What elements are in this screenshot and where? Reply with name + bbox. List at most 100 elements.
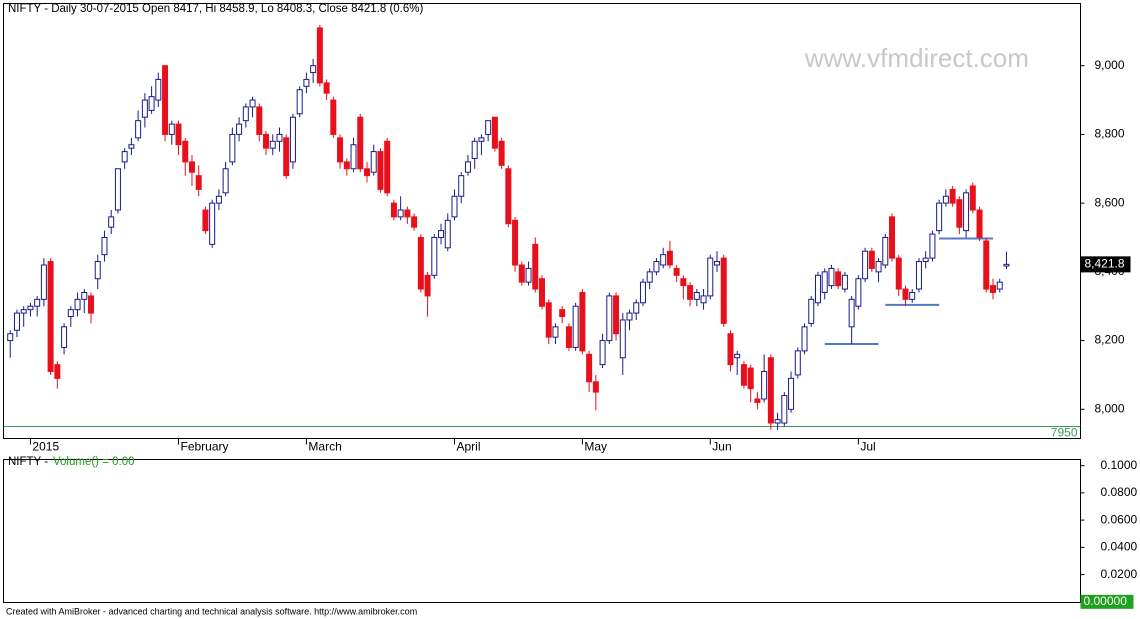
last-price-box — [1080, 256, 1131, 273]
volume-title-prefix: NIFTY - — [8, 456, 48, 468]
candle-body — [81, 291, 88, 300]
price-pane — [3, 3, 1081, 439]
candle-body — [283, 137, 290, 177]
candle-body — [767, 357, 774, 424]
candle-body — [505, 168, 512, 225]
candle-body — [606, 295, 613, 342]
candle-body — [303, 78, 310, 87]
candle-body — [915, 261, 922, 290]
candle-body — [7, 333, 14, 342]
x-tick-label: Jun — [712, 440, 731, 454]
x-tick-label: May — [584, 440, 607, 454]
candle-body — [761, 370, 768, 400]
x-tick-label: Jul — [860, 440, 875, 454]
candle-body — [34, 298, 41, 307]
candle-body — [639, 281, 646, 304]
y-tick-label: 0.0800 — [1101, 485, 1138, 499]
candle-body — [855, 278, 862, 307]
candle-body — [222, 168, 229, 194]
candle-body — [808, 298, 815, 324]
candle-body — [727, 333, 734, 366]
candle-body — [599, 340, 606, 366]
candle-body — [168, 123, 175, 135]
candle-body — [458, 175, 465, 197]
x-tick-label: February — [181, 440, 229, 454]
candle-body — [889, 216, 896, 259]
candle-body — [269, 140, 276, 149]
candle-body — [956, 199, 963, 228]
candle-body — [74, 298, 81, 311]
candle-body — [128, 144, 135, 149]
candle-body — [411, 216, 418, 228]
candle-body — [390, 202, 397, 218]
candle-body — [94, 261, 101, 280]
candle-body — [444, 219, 451, 249]
candle-body — [895, 257, 902, 290]
candle-body — [653, 261, 660, 273]
candle-body — [343, 161, 350, 170]
y-tick-label: 0.0600 — [1101, 512, 1138, 526]
candle-body — [242, 106, 249, 122]
candle-body — [734, 353, 741, 359]
candle-body — [404, 209, 411, 218]
candle-body — [646, 271, 653, 283]
candle-body — [175, 123, 182, 146]
candle-body — [949, 188, 956, 204]
x-tick-label: March — [308, 440, 341, 454]
candle-body — [626, 312, 633, 321]
candle-body — [148, 96, 155, 111]
candle-body — [431, 236, 438, 276]
candle-body — [788, 377, 795, 410]
candle-body — [464, 161, 471, 173]
candle-body — [377, 151, 384, 190]
candle-body — [424, 274, 431, 297]
candle-body — [141, 99, 148, 118]
candle-body — [215, 195, 222, 204]
candle-body — [337, 137, 344, 163]
candle-body — [202, 209, 209, 232]
candle-body — [263, 133, 270, 149]
candle-body — [989, 285, 996, 293]
candle-body — [195, 175, 202, 190]
candle-body — [310, 65, 317, 74]
candle-body — [357, 116, 364, 170]
candle-body — [700, 295, 707, 304]
candle-body — [841, 274, 848, 290]
y-tick-label: 8,600 — [1095, 195, 1125, 209]
candle-body — [619, 319, 626, 359]
candle-body — [532, 243, 539, 290]
chart-title: NIFTY - Daily 30-07-2015 Open 8417, Hi 8… — [8, 3, 423, 15]
candle-body — [613, 295, 620, 335]
candle-body — [781, 395, 788, 424]
candle-body — [882, 236, 889, 266]
candle-body — [942, 195, 949, 204]
y-tick-label: 9,000 — [1095, 58, 1125, 72]
candle-body — [801, 326, 808, 352]
candle-body — [586, 353, 593, 383]
candle-body — [666, 250, 673, 266]
candle-body — [229, 133, 236, 163]
candle-body — [101, 236, 108, 256]
candle-body — [552, 326, 559, 338]
candle-body — [478, 137, 485, 142]
candle-body — [350, 144, 357, 170]
candle-body — [922, 257, 929, 263]
candle-body — [525, 267, 532, 283]
x-tick-label: April — [456, 440, 480, 454]
volume-title: Volume() = 0.00 — [53, 456, 135, 468]
candle-body — [714, 261, 721, 266]
candle-body — [875, 261, 882, 273]
candle-body — [40, 264, 47, 300]
y-tick-label: 0.1000 — [1101, 458, 1138, 472]
candle-body — [720, 257, 727, 324]
watermark: www.vfmdirect.com — [804, 43, 1029, 73]
candle-body — [27, 305, 34, 311]
candle-body — [848, 298, 855, 328]
candle-body — [969, 185, 976, 211]
candle-body — [909, 291, 916, 300]
candle-body — [687, 285, 694, 300]
candle-body — [828, 267, 835, 287]
last-price-label: 8,421.8 — [1085, 257, 1125, 271]
candle-body — [289, 116, 296, 163]
y-tick-label: 0.0200 — [1101, 567, 1138, 581]
